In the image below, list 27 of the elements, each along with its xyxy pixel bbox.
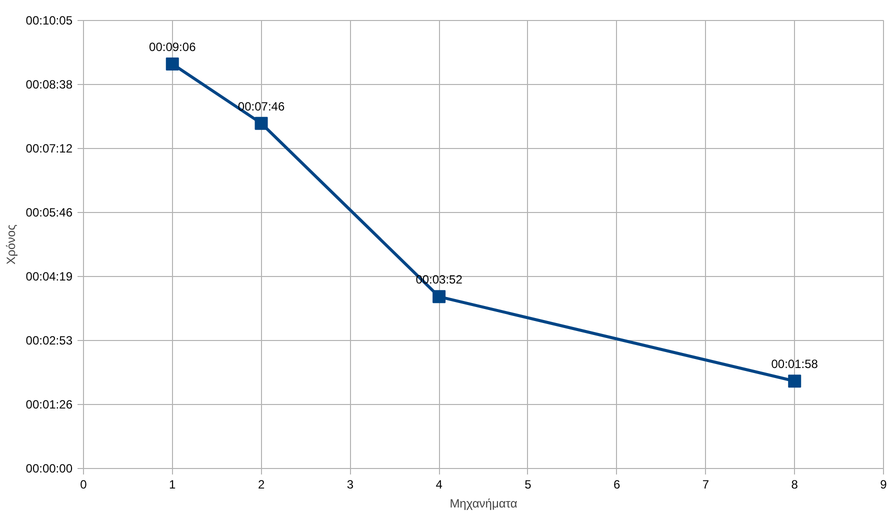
x-tick-label: 9 — [880, 478, 888, 492]
point — [254, 116, 268, 130]
y-tick-label: 00:10:05 — [26, 14, 73, 28]
y-tick-label: 00:00:00 — [26, 462, 73, 476]
x-tick-label: 8 — [791, 478, 798, 492]
y-tick-label: 00:02:53 — [26, 334, 73, 348]
y-tick-label: 00:04:19 — [26, 270, 73, 284]
data-label: 00:07:46 — [238, 99, 285, 114]
y-tick-label: 00:07:12 — [26, 142, 73, 156]
y-tick-label: 00:08:38 — [26, 78, 73, 92]
x-tick-label: 0 — [80, 478, 88, 492]
data-label: 00:01:58 — [771, 357, 818, 372]
x-tick-label: 6 — [613, 478, 620, 492]
x-tick-label: 7 — [702, 478, 710, 492]
x-axis-title: Μηχανήματα — [450, 496, 518, 510]
x-tick-label: 5 — [524, 478, 532, 492]
data-label: 00:09:06 — [149, 40, 196, 54]
x-tick-label: 1 — [169, 478, 176, 492]
y-tick-label: 00:01:26 — [26, 398, 73, 412]
x-tick-label: 2 — [258, 478, 265, 492]
y-tick-label: 00:05:46 — [26, 206, 73, 220]
x-tick-label: 3 — [346, 478, 354, 492]
point — [166, 58, 179, 71]
point — [432, 290, 446, 304]
y-axis-title: Χρόνος — [4, 224, 18, 264]
point — [788, 374, 802, 388]
x-tick-label: 4 — [436, 478, 443, 492]
